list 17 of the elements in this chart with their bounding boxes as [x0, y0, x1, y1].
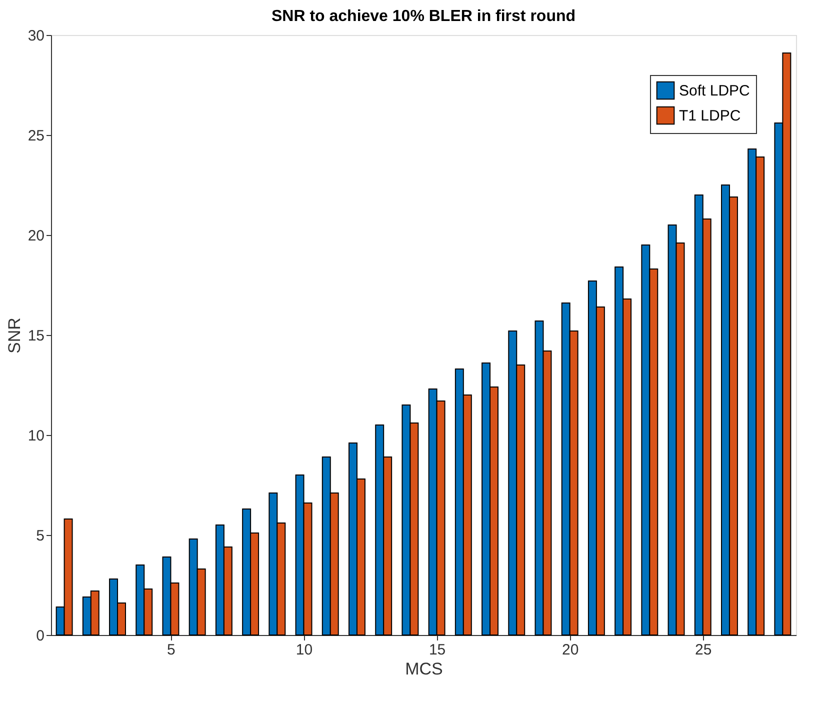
y-tick-label: 10 [28, 428, 44, 444]
x-tick-label: 15 [428, 642, 446, 658]
x-axis-title: MCS [405, 660, 443, 678]
chart-title: SNR to achieve 10% BLER in first round [271, 8, 576, 25]
x-tick-label: 5 [167, 642, 176, 658]
x-tick-label: 20 [562, 642, 579, 658]
y-tick-label: 15 [28, 328, 44, 344]
y-tick-label: 30 [28, 28, 44, 44]
y-tick-label: 25 [28, 128, 44, 144]
legend-label: Soft LDPC [679, 82, 750, 100]
y-tick-label: 5 [36, 528, 44, 544]
y-tick-label: 0 [36, 628, 44, 644]
y-tick-label: 20 [28, 228, 44, 244]
x-tick-label: 25 [695, 642, 712, 658]
y-axis-title: SNR [4, 318, 24, 354]
x-tick-label: 10 [296, 642, 313, 658]
legend-label: T1 LDPC [679, 108, 741, 124]
